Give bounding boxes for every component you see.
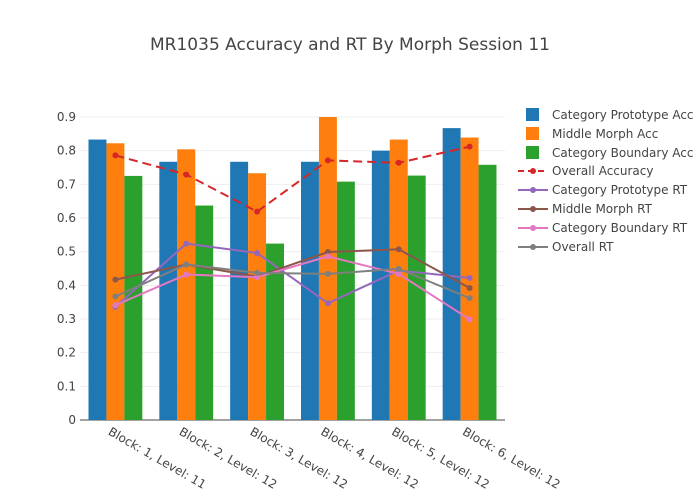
legend-marker bbox=[530, 244, 536, 250]
y-tick-label: 0.1 bbox=[57, 379, 76, 393]
bar[interactable] bbox=[177, 149, 196, 420]
series-point[interactable] bbox=[254, 269, 261, 276]
series-point[interactable] bbox=[395, 265, 402, 272]
series-line[interactable] bbox=[115, 145, 470, 213]
legend-marker bbox=[530, 225, 536, 231]
y-tick-label: 0.7 bbox=[57, 177, 76, 191]
series-point[interactable] bbox=[466, 295, 473, 302]
line-layer bbox=[112, 143, 473, 323]
series-point[interactable] bbox=[395, 270, 402, 277]
chart-title: MR1035 Accuracy and RT By Morph Session … bbox=[150, 35, 550, 55]
series-point[interactable] bbox=[183, 171, 190, 178]
bar[interactable] bbox=[389, 139, 408, 420]
series-point[interactable] bbox=[183, 261, 190, 268]
y-tick-label: 0.4 bbox=[57, 278, 76, 292]
bar[interactable] bbox=[318, 117, 337, 420]
legend-label: Middle Morph RT bbox=[552, 202, 653, 216]
y-tick-labels: 0 0.1 0.2 0.3 0.4 0.5 0.6 0.7 0.8 0.9 bbox=[57, 110, 76, 427]
series-point[interactable] bbox=[466, 316, 473, 323]
series-point[interactable] bbox=[183, 271, 190, 278]
series-point[interactable] bbox=[112, 152, 119, 159]
series-point[interactable] bbox=[324, 157, 331, 164]
legend-item[interactable]: Overall RT bbox=[518, 240, 614, 254]
series-line[interactable] bbox=[115, 255, 471, 321]
legend-item[interactable]: Middle Morph RT bbox=[518, 202, 653, 216]
legend-label: Category Prototype RT bbox=[552, 183, 688, 197]
y-tick-label: 0.3 bbox=[57, 312, 76, 326]
bar[interactable] bbox=[248, 173, 267, 420]
bar[interactable] bbox=[159, 161, 178, 420]
legend-item[interactable]: Category Boundary RT bbox=[518, 221, 688, 235]
legend-label: Category Boundary RT bbox=[552, 221, 688, 235]
series-point[interactable] bbox=[112, 302, 119, 309]
bar[interactable] bbox=[195, 205, 214, 420]
bar[interactable] bbox=[88, 139, 107, 420]
legend-item[interactable]: Category Prototype RT bbox=[518, 183, 688, 197]
series-line[interactable] bbox=[114, 242, 470, 308]
series-point[interactable] bbox=[395, 246, 402, 253]
legend-label: Overall Accuracy bbox=[552, 164, 653, 178]
legend-label: Middle Morph Acc bbox=[552, 127, 658, 141]
bar[interactable] bbox=[478, 164, 497, 420]
legend-swatch bbox=[526, 146, 539, 159]
series-point[interactable] bbox=[324, 253, 331, 260]
bar[interactable] bbox=[442, 128, 461, 421]
legend-marker bbox=[530, 168, 536, 174]
legend-swatch bbox=[526, 127, 539, 140]
series-point[interactable] bbox=[324, 300, 331, 307]
series-line[interactable] bbox=[115, 248, 471, 289]
series-point[interactable] bbox=[254, 274, 261, 281]
y-tick-label: 0.8 bbox=[57, 144, 76, 158]
y-tick-label: 0.9 bbox=[57, 110, 76, 124]
series-point[interactable] bbox=[254, 208, 261, 215]
series-line[interactable] bbox=[115, 263, 470, 300]
bar[interactable] bbox=[336, 181, 355, 420]
legend-marker bbox=[530, 187, 536, 193]
series-point[interactable] bbox=[112, 276, 119, 283]
legend-label: Category Boundary Acc bbox=[552, 146, 693, 160]
series-point[interactable] bbox=[183, 240, 190, 247]
bar[interactable] bbox=[230, 161, 249, 420]
legend-swatch bbox=[526, 108, 539, 121]
bar[interactable] bbox=[371, 150, 390, 420]
series-point[interactable] bbox=[254, 250, 261, 257]
legend-marker bbox=[530, 206, 536, 212]
legend-item[interactable]: Middle Morph Acc bbox=[526, 127, 658, 141]
series-point[interactable] bbox=[395, 159, 402, 166]
series-point[interactable] bbox=[112, 293, 119, 300]
bar[interactable] bbox=[266, 243, 284, 420]
y-tick-label: 0.6 bbox=[57, 211, 76, 225]
series-point[interactable] bbox=[324, 270, 331, 277]
bar-layer bbox=[88, 117, 497, 421]
y-tick-label: 0.2 bbox=[57, 346, 76, 360]
legend[interactable]: Category Prototype Acc Middle Morph Acc Ca… bbox=[518, 108, 694, 254]
series-point[interactable] bbox=[324, 249, 331, 256]
bar[interactable] bbox=[407, 175, 426, 420]
series-point[interactable] bbox=[466, 143, 473, 150]
y-tick-label: 0 bbox=[68, 413, 76, 427]
legend-item[interactable]: Category Prototype Acc bbox=[526, 108, 694, 122]
legend-label: Category Prototype Acc bbox=[552, 108, 694, 122]
legend-item[interactable]: Overall Accuracy bbox=[518, 164, 653, 178]
grid-layer bbox=[80, 116, 505, 421]
series-point[interactable] bbox=[466, 274, 473, 281]
legend-label: Overall RT bbox=[552, 240, 614, 254]
y-tick-label: 0.5 bbox=[57, 245, 76, 259]
series-point[interactable] bbox=[466, 285, 473, 292]
legend-item[interactable]: Category Boundary Acc bbox=[526, 146, 693, 160]
